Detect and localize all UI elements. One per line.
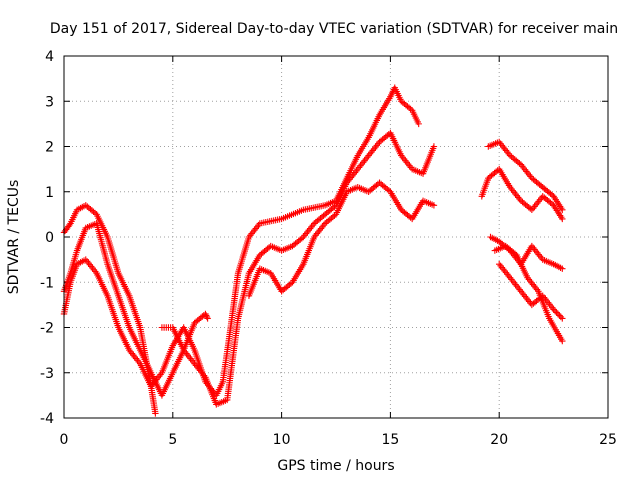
- data-point: [152, 410, 159, 417]
- y-tick-label: 2: [45, 140, 54, 156]
- y-tick-label: -2: [40, 321, 54, 337]
- data-point: [430, 202, 438, 209]
- series-track-5: [245, 179, 438, 300]
- data-point: [298, 235, 306, 242]
- y-tick-label: -4: [40, 411, 54, 427]
- data-point: [559, 215, 566, 223]
- series-track-10: [496, 260, 566, 322]
- series-track-3: [60, 256, 159, 417]
- data-point: [204, 315, 211, 322]
- data-point: [559, 206, 566, 214]
- y-tick-label: 0: [45, 230, 54, 246]
- data-point: [556, 312, 563, 319]
- data-point: [516, 160, 523, 167]
- x-axis-label: GPS time / hours: [277, 458, 394, 474]
- y-tick-label: 3: [45, 94, 54, 110]
- plot-frame: [63, 55, 609, 419]
- data-point: [202, 312, 210, 319]
- data-point: [559, 337, 566, 345]
- x-tick-label: 10: [273, 432, 291, 448]
- data-points: [60, 84, 566, 417]
- series-track-4: [158, 129, 438, 408]
- axis-ticks: 0 5 10 15 20 25 -4 -3 -2 -1 0 1 2 3 4: [40, 49, 617, 448]
- chart-title: Day 151 of 2017, Sidereal Day-to-day VTE…: [50, 21, 618, 37]
- series-track-6: [478, 165, 566, 223]
- series-track-9: [491, 242, 566, 345]
- data-point: [66, 221, 73, 229]
- series-track-7: [485, 138, 566, 214]
- y-axis-label: SDTVAR / TECUs: [6, 180, 22, 295]
- data-point: [559, 265, 566, 272]
- x-tick-label: 20: [490, 432, 508, 448]
- data-point: [559, 315, 566, 322]
- data-point: [554, 310, 562, 318]
- data-point: [550, 306, 557, 313]
- data-point: [557, 313, 565, 321]
- x-tick-label: 5: [168, 432, 177, 448]
- series-track-1: [60, 84, 422, 399]
- y-tick-label: -1: [40, 275, 54, 291]
- y-tick-label: 4: [45, 49, 54, 65]
- data-point: [553, 309, 560, 316]
- y-tick-label: -3: [40, 366, 54, 382]
- x-tick-label: 0: [60, 432, 69, 448]
- x-tick-label: 25: [599, 432, 617, 448]
- grid: [64, 56, 608, 418]
- data-point: [415, 120, 422, 128]
- data-point: [203, 313, 211, 321]
- data-point: [430, 143, 438, 150]
- data-point: [551, 307, 559, 315]
- data-point: [407, 105, 414, 113]
- data-point: [202, 310, 209, 318]
- y-tick-label: 1: [45, 185, 54, 201]
- x-tick-label: 15: [381, 432, 399, 448]
- series-track-2: [60, 220, 211, 399]
